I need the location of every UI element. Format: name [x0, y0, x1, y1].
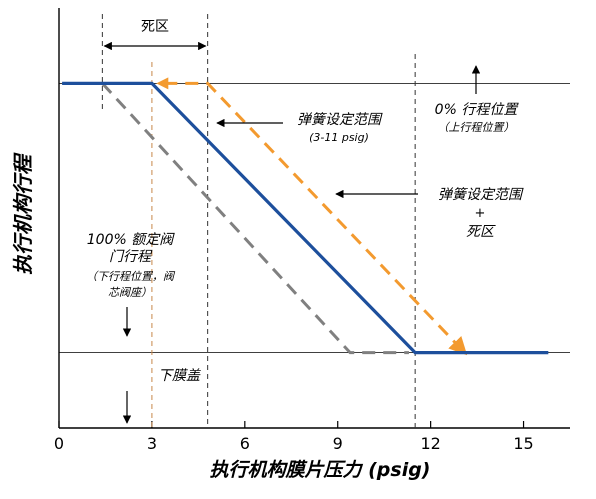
x-tick-label-1: 3	[147, 434, 157, 453]
x-tick-label-5: 15	[513, 434, 533, 453]
series-increasing-pressure	[164, 81, 468, 356]
upper-travel-sublabel: （上行程位置）	[438, 121, 515, 134]
spring-range-label: 弹簧设定范围	[297, 112, 383, 128]
increasing-start-arrowhead	[156, 77, 169, 90]
upper-travel-label: 0% 行程位置	[435, 102, 520, 118]
spring-dead-label-line2: +	[475, 206, 486, 221]
rated-travel-line1: 100% 额定阀	[87, 232, 175, 248]
vertical-reference-lines	[101, 14, 416, 428]
rated-travel-line3: （下行程位置，阀	[86, 270, 176, 283]
rated-travel-line4: 芯阀座）	[108, 286, 152, 299]
x-axis-title: 执行机构膜片压力 (psig)	[209, 459, 430, 481]
x-tick-group: 0 3 6 9 12 15	[54, 421, 534, 453]
rated-travel-line2: 门行程	[109, 249, 153, 265]
spring-dead-label-line1: 弹簧设定范围	[438, 187, 524, 203]
series-decreasing-pressure	[101, 82, 409, 355]
dead-band-label: 死区	[141, 19, 169, 35]
spring-range-values: (3-11 psig)	[309, 131, 369, 144]
series-spring-range	[62, 81, 549, 355]
x-tick-label-3: 9	[333, 434, 343, 453]
spring-dead-label-line3: 死区	[466, 224, 496, 240]
x-tick-label-2: 6	[240, 434, 250, 453]
lower-diaphragm-label: 下膜盖	[158, 368, 201, 384]
x-tick-label-4: 12	[420, 434, 440, 453]
x-tick-label-0: 0	[54, 434, 64, 453]
y-axis-title: 执行机构行程	[11, 152, 35, 275]
